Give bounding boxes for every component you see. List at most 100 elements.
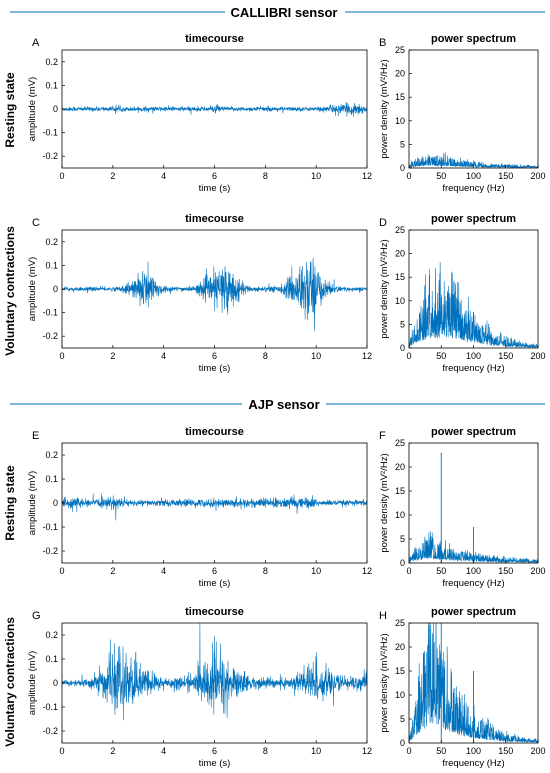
x-tick-label: 0	[406, 746, 411, 756]
y-axis-label: power density (mV²/Hz)	[379, 633, 390, 732]
x-tick-label: 12	[362, 171, 372, 181]
y-tick-label: 25	[395, 618, 405, 628]
y-tick-label: 15	[395, 92, 405, 102]
y-tick-label: 0.1	[45, 654, 58, 664]
row-label-2: Voluntary contractions	[3, 226, 17, 356]
panel-title: power spectrum	[431, 213, 516, 225]
y-axis-label: power density (mV²/Hz)	[379, 453, 390, 552]
y-tick-label: 0	[53, 104, 58, 114]
panel-letter: C	[32, 217, 40, 229]
section-title-ajp: AJP sensor	[248, 397, 319, 412]
x-axis-label: time (s)	[199, 578, 231, 589]
series-trace	[62, 258, 367, 331]
x-tick-label: 4	[161, 746, 166, 756]
y-tick-label: 20	[395, 642, 405, 652]
x-axis-label: frequency (Hz)	[442, 578, 504, 589]
panel-letter: H	[379, 610, 387, 622]
y-tick-label: 0.1	[45, 80, 58, 90]
panel-title: timecourse	[185, 213, 244, 225]
y-tick-label: 0	[53, 678, 58, 688]
y-tick-label: 0.2	[45, 630, 58, 640]
x-tick-label: 0	[59, 351, 64, 361]
panel-letter: E	[32, 430, 39, 442]
panel-letter: B	[379, 37, 386, 49]
x-axis-label: time (s)	[199, 758, 231, 769]
x-axis-label: frequency (Hz)	[442, 363, 504, 374]
y-tick-label: -0.1	[42, 522, 58, 532]
y-tick-label: 0	[400, 343, 405, 353]
x-tick-label: 8	[263, 171, 268, 181]
series-trace	[62, 623, 367, 721]
panel-letter: D	[379, 217, 387, 229]
y-tick-label: 0.1	[45, 260, 58, 270]
y-tick-label: -0.2	[42, 726, 58, 736]
x-tick-label: 150	[498, 566, 513, 576]
x-tick-label: 10	[311, 746, 321, 756]
x-tick-label: 0	[59, 746, 64, 756]
panel-title: power spectrum	[431, 426, 516, 438]
x-tick-label: 12	[362, 566, 372, 576]
y-tick-label: 10	[395, 690, 405, 700]
y-tick-label: 20	[395, 69, 405, 79]
x-tick-label: 2	[110, 171, 115, 181]
x-tick-label: 6	[212, 351, 217, 361]
y-tick-label: -0.2	[42, 546, 58, 556]
y-tick-label: -0.1	[42, 128, 58, 138]
row-label-4: Voluntary contractions	[3, 617, 17, 747]
x-tick-label: 50	[436, 351, 446, 361]
x-tick-label: 50	[436, 171, 446, 181]
y-tick-label: 20	[395, 249, 405, 259]
series-trace	[62, 493, 367, 521]
y-tick-label: 10	[395, 296, 405, 306]
panel-title: timecourse	[185, 606, 244, 618]
x-tick-label: 0	[406, 171, 411, 181]
x-axis-label: time (s)	[199, 183, 231, 194]
y-tick-label: 0	[53, 498, 58, 508]
series-trace	[62, 102, 367, 117]
x-tick-label: 200	[530, 171, 545, 181]
y-tick-label: -0.1	[42, 702, 58, 712]
x-tick-label: 2	[110, 351, 115, 361]
plot-frame	[408, 49, 539, 169]
x-tick-label: 200	[530, 566, 545, 576]
y-tick-label: 0.2	[45, 237, 58, 247]
y-tick-label: -0.2	[42, 331, 58, 341]
y-tick-label: -0.1	[42, 308, 58, 318]
y-axis-label: amplitude (mV)	[27, 77, 38, 141]
y-tick-label: 5	[400, 319, 405, 329]
x-tick-label: 8	[263, 351, 268, 361]
x-tick-label: 150	[498, 171, 513, 181]
x-tick-label: 100	[466, 171, 481, 181]
x-tick-label: 0	[59, 171, 64, 181]
panel-letter: F	[379, 430, 386, 442]
y-tick-label: 15	[395, 486, 405, 496]
x-tick-label: 200	[530, 746, 545, 756]
x-tick-label: 0	[59, 566, 64, 576]
x-tick-label: 10	[311, 171, 321, 181]
y-tick-label: 10	[395, 510, 405, 520]
x-tick-label: 6	[212, 746, 217, 756]
x-tick-label: 100	[466, 566, 481, 576]
x-axis-label: frequency (Hz)	[442, 183, 504, 194]
section-header-callibri: CALLIBRI sensor	[10, 5, 545, 20]
y-tick-label: 25	[395, 45, 405, 55]
x-tick-label: 8	[263, 566, 268, 576]
y-tick-label: 15	[395, 272, 405, 282]
x-tick-label: 6	[212, 566, 217, 576]
y-tick-label: 0.2	[45, 450, 58, 460]
x-tick-label: 4	[161, 566, 166, 576]
row-label-3: Resting state	[3, 465, 17, 541]
y-axis-label: amplitude (mV)	[27, 257, 38, 321]
series-trace	[409, 261, 538, 348]
x-tick-label: 0	[406, 351, 411, 361]
x-tick-label: 8	[263, 746, 268, 756]
